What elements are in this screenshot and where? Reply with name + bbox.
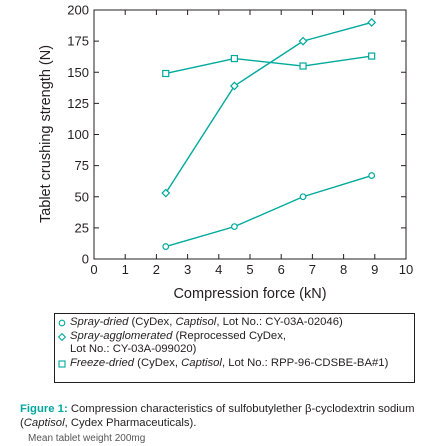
data-point-diamond [298,36,308,46]
x-tick-label: 7 [309,262,316,277]
x-tick-label: 9 [371,262,378,277]
series-line-circle [165,174,372,248]
data-point-square [368,52,376,60]
legend-text: (CyDex, [128,316,176,328]
caption-text: , Cydex Pharmaceuticals). [64,416,197,429]
legend-brand: Captisol [181,356,222,369]
data-point-diamond [161,188,171,198]
legend-entry-freeze-dried: Freeze-dried (CyDex, Captisol, Lot No.: … [58,357,414,371]
square-marker-icon [58,360,66,368]
y-tick-label: 125 [67,96,89,111]
legend-method: Freeze-dried [70,356,135,369]
legend-text: , Lot No.: CY-03A-02046) [216,316,343,328]
legend-entry-spray-agglomerated: Spray-agglomerated (Reprocessed CyDex, L… [58,330,414,357]
x-tick-label: 3 [184,262,191,277]
y-tick-label: 175 [67,34,89,49]
y-axis: 0 25 50 75 100 125 150 175 200 [67,3,406,267]
caption-text: Compression characteristics of sulfobuty… [20,403,415,429]
figure-label: Figure 1: [20,403,68,415]
legend-text: (CyDex, [134,356,182,369]
legend-brand: Captisol [175,316,217,328]
diamond-marker-icon [58,332,66,341]
series-line-square [165,55,372,75]
legend-method: Spray-dried [70,316,129,328]
legend-text: (Reprocessed CyDex, [172,329,286,342]
x-tick-label: 5 [246,262,253,277]
legend-method: Spray-agglomerated [70,329,173,342]
figure-caption: Figure 1: Compression characteristics of… [20,403,418,444]
data-point-circle [162,243,170,250]
y-tick-label: 0 [82,252,89,267]
y-tick-label: 50 [75,189,89,204]
y-tick-label: 150 [67,65,89,80]
x-tick-label: 0 [90,262,97,277]
y-tick-label: 200 [67,3,89,18]
y-tick-label: 100 [67,127,89,142]
legend-entry-spray-dried: Spray-dried (CyDex, Captisol, Lot No.: C… [58,316,414,330]
caption-cut-line: Mean tablet weight 200mg [28,433,146,444]
x-tick-label: 8 [340,262,347,277]
data-point-square [299,62,307,70]
data-point-square [230,54,238,63]
y-axis-title: Tablet crushing strength (N) [38,45,54,223]
data-point-diamond [229,81,239,91]
y-tick-label: 75 [75,158,89,173]
chart: 0 25 50 75 100 125 150 175 200 0 1 2 3 4 5 6 7 8 9 10 Comp… [38,3,413,303]
legend-text: , Lot No.: RPP-96-CDSBE-BA#1) [221,356,389,369]
legend-text: Lot No.: CY-03A-099020) [70,343,197,356]
caption-brand: Captisol [23,416,65,429]
data-point-diamond [367,18,377,27]
data-point-circle [368,172,376,179]
series-line-diamond [165,21,372,194]
x-tick-label: 1 [122,262,129,277]
series-layer [161,18,377,250]
x-tick-label: 10 [399,262,413,277]
x-axis-title: Compression force (kN) [173,286,326,302]
x-axis: 0 1 2 3 4 5 6 7 8 9 10 [90,10,413,277]
x-tick-label: 6 [278,262,285,277]
circle-marker-icon [58,319,66,327]
y-tick-label: 25 [75,220,89,235]
data-point-circle [230,223,238,231]
legend: Spray-dried (CyDex, Captisol, Lot No.: C… [54,313,415,383]
plot-frame [93,9,407,260]
x-tick-label: 4 [215,262,222,277]
x-tick-label: 2 [153,262,160,277]
data-point-circle [299,193,307,201]
data-point-square [162,69,170,78]
